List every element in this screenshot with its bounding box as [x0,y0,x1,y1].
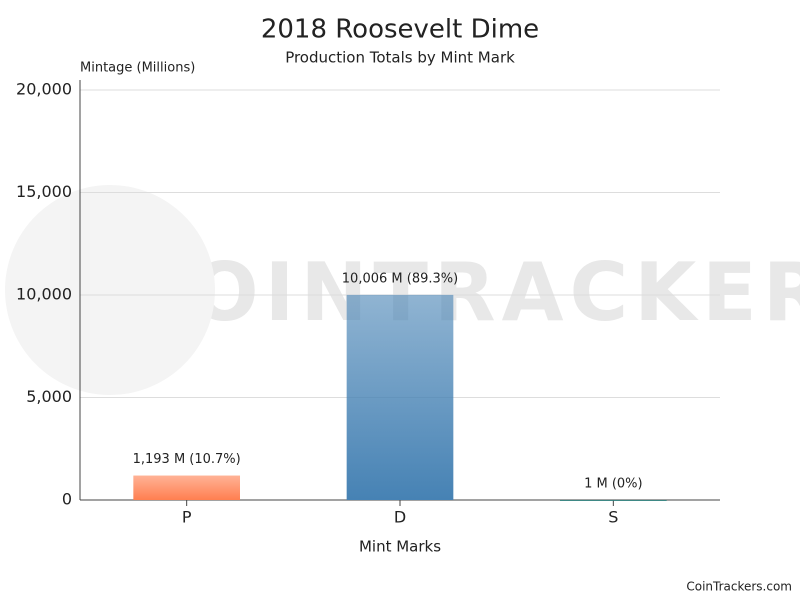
y-tick-label: 20,000 [16,80,72,99]
y-tick-label: 10,000 [16,285,72,304]
data-label: 10,006 M (89.3%) [342,271,458,286]
y-tick-label: 0 [62,490,72,509]
watermark: COINTRACKERS [126,246,800,339]
x-axis-title: Mint Marks [359,538,441,556]
bar [133,475,240,500]
credit: CoinTrackers.com [686,580,792,594]
bar [560,499,667,501]
y-tick-label: 5,000 [26,387,72,406]
bar [346,294,454,500]
x-tick-label: S [608,508,618,527]
data-label: 1 M (0%) [584,476,643,491]
chart-subtitle: Production Totals by Mint Mark [285,49,515,67]
data-label: 1,193 M (10.7%) [133,452,241,467]
x-tick-label: D [394,508,406,527]
chart-title: 2018 Roosevelt Dime [261,15,539,45]
y-tick-label: 15,000 [16,182,72,201]
y-axis-title: Mintage (Millions) [80,61,195,76]
watermark-logo [5,185,215,395]
x-tick-label: P [182,508,192,527]
